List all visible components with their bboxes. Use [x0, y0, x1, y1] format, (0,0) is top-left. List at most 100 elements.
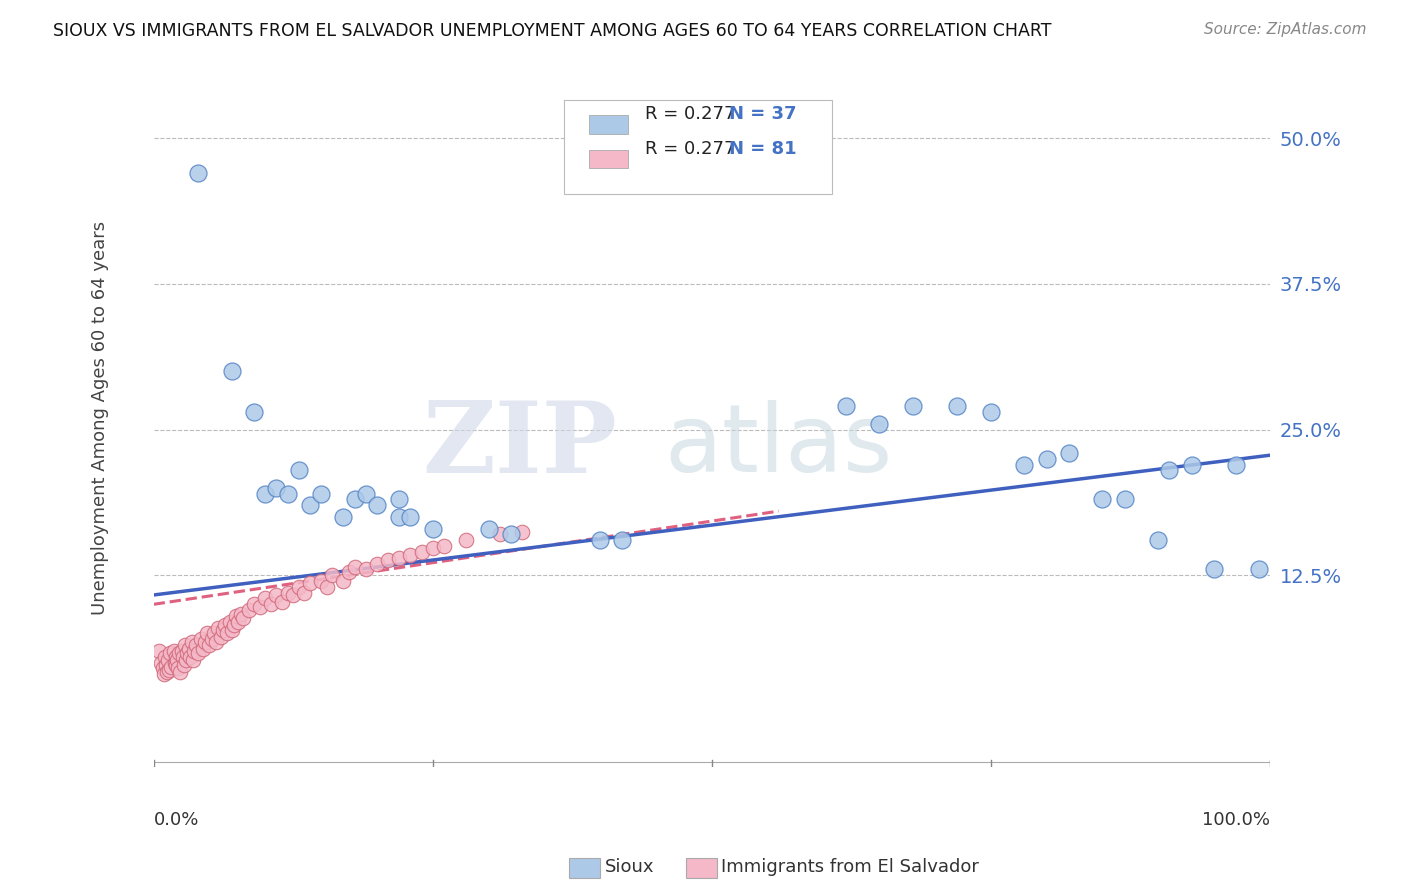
Point — [332, 510, 354, 524]
Point — [499, 527, 522, 541]
Point — [1091, 492, 1114, 507]
Point — [1114, 492, 1136, 507]
Text: atlas: atlas — [665, 400, 893, 491]
Point — [388, 550, 411, 565]
Point — [266, 588, 288, 602]
Point — [254, 486, 277, 500]
Point — [152, 667, 174, 681]
Point — [337, 565, 360, 579]
Point — [163, 644, 186, 658]
Text: R = 0.277: R = 0.277 — [645, 105, 735, 123]
Point — [399, 549, 422, 563]
Point — [298, 498, 321, 512]
Point — [166, 653, 188, 667]
Point — [1181, 458, 1204, 472]
Point — [214, 618, 236, 632]
Point — [298, 576, 321, 591]
Point — [184, 638, 207, 652]
Point — [190, 632, 212, 647]
Point — [187, 646, 209, 660]
Point — [159, 646, 181, 660]
Point — [422, 522, 444, 536]
Point — [309, 574, 332, 588]
Point — [211, 623, 233, 637]
Point — [172, 649, 194, 664]
Point — [1057, 446, 1080, 460]
Text: N = 81: N = 81 — [728, 140, 796, 158]
Text: R = 0.277: R = 0.277 — [645, 140, 735, 158]
Point — [170, 644, 193, 658]
Text: ZIP: ZIP — [422, 398, 617, 494]
Point — [292, 585, 315, 599]
Point — [287, 580, 309, 594]
Point — [868, 417, 890, 431]
Point — [366, 557, 388, 571]
Point — [354, 486, 377, 500]
Point — [156, 665, 179, 679]
Point — [422, 541, 444, 556]
Point — [238, 603, 260, 617]
Point — [201, 632, 224, 647]
Point — [266, 481, 288, 495]
Point — [354, 562, 377, 576]
Point — [315, 580, 337, 594]
Point — [488, 527, 510, 541]
Point — [433, 539, 456, 553]
Point — [1014, 458, 1036, 472]
Point — [174, 653, 197, 667]
Point — [589, 533, 612, 548]
Point — [229, 607, 252, 621]
Text: SIOUX VS IMMIGRANTS FROM EL SALVADOR UNEMPLOYMENT AMONG AGES 60 TO 64 YEARS CORR: SIOUX VS IMMIGRANTS FROM EL SALVADOR UNE… — [53, 22, 1052, 40]
Point — [179, 649, 201, 664]
Point — [243, 405, 266, 419]
Point — [232, 611, 254, 625]
Point — [835, 399, 858, 413]
Point — [510, 525, 533, 540]
Text: 0.0%: 0.0% — [153, 811, 200, 829]
Point — [411, 545, 433, 559]
Point — [165, 649, 187, 664]
Text: Immigrants from El Salvador: Immigrants from El Salvador — [721, 858, 979, 876]
Point — [332, 574, 354, 588]
Point — [167, 661, 190, 675]
Point — [169, 646, 191, 660]
Point — [152, 661, 174, 675]
Point — [1159, 463, 1181, 477]
Point — [343, 492, 366, 507]
Point — [249, 599, 271, 614]
Point — [321, 568, 343, 582]
Point — [176, 646, 198, 660]
Text: Unemployment Among Ages 60 to 64 years: Unemployment Among Ages 60 to 64 years — [91, 221, 110, 615]
Point — [277, 486, 299, 500]
Text: Source: ZipAtlas.com: Source: ZipAtlas.com — [1204, 22, 1367, 37]
Point — [195, 626, 218, 640]
Point — [1225, 458, 1247, 472]
Point — [612, 533, 634, 548]
Point — [191, 641, 214, 656]
Point — [165, 657, 187, 672]
Point — [309, 486, 332, 500]
Point — [202, 626, 225, 640]
Point — [187, 166, 209, 180]
Point — [148, 644, 170, 658]
Point — [377, 553, 399, 567]
FancyBboxPatch shape — [589, 115, 628, 134]
Point — [217, 626, 239, 640]
Point — [456, 533, 478, 548]
Point — [980, 405, 1002, 419]
Point — [388, 492, 411, 507]
Point — [198, 638, 221, 652]
Point — [221, 623, 243, 637]
Point — [946, 399, 969, 413]
Point — [283, 588, 305, 602]
Point — [160, 660, 183, 674]
Point — [225, 609, 247, 624]
Point — [169, 665, 191, 679]
Point — [209, 630, 232, 644]
Point — [205, 634, 228, 648]
Point — [221, 364, 243, 378]
Point — [183, 644, 205, 658]
Point — [901, 399, 924, 413]
Point — [271, 595, 294, 609]
Point — [1204, 562, 1226, 576]
